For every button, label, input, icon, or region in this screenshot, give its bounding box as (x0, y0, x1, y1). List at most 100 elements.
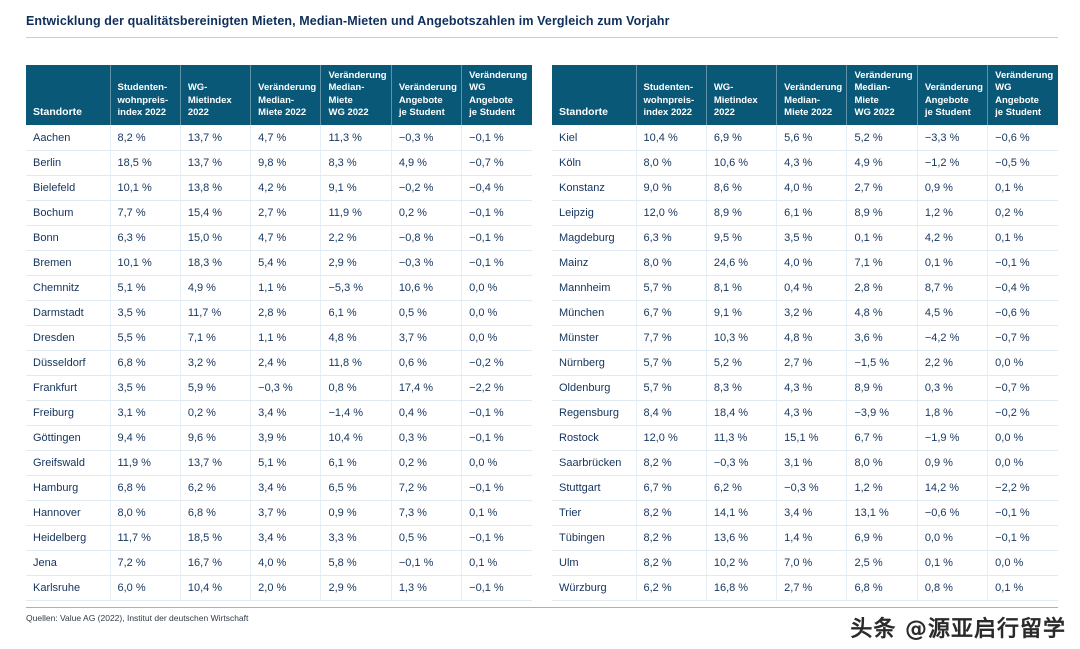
value-cell: 2,9 % (320, 575, 392, 601)
table-row: Regensburg 8,4 % 18,4 % 4,3 % −3,9 % 1,8 % −0,… (552, 400, 1058, 426)
value-cell: 10,2 % (706, 550, 778, 576)
value-cell: 3,1 % (110, 400, 181, 426)
table-row: Karlsruhe 6,0 % 10,4 % 2,0 % 2,9 % 1,3 % −0,1 … (26, 575, 532, 601)
table-row: Aachen 8,2 % 13,7 % 4,7 % 11,3 % −0,3 % −0,1 % (26, 125, 532, 151)
value-cell: 13,8 % (180, 175, 252, 201)
value-cell: 10,3 % (706, 325, 778, 351)
value-cell: −0,4 % (461, 175, 532, 201)
value-cell: 8,2 % (636, 550, 707, 576)
value-cell: 0,8 % (320, 375, 392, 401)
value-cell: 9,1 % (320, 175, 392, 201)
city-cell: Göttingen (26, 425, 111, 451)
value-cell: −0,3 % (391, 125, 463, 151)
table-row: Hannover 8,0 % 6,8 % 3,7 % 0,9 % 7,3 % 0,1 % (26, 500, 532, 526)
city-cell: Bochum (26, 200, 111, 226)
value-cell: 0,2 % (180, 400, 252, 426)
value-cell: −0,6 % (917, 500, 989, 526)
value-cell: 3,9 % (250, 425, 322, 451)
value-cell: 7,7 % (636, 325, 707, 351)
value-cell: −0,2 % (461, 350, 532, 376)
value-cell: 3,5 % (110, 300, 181, 326)
value-cell: 5,7 % (636, 275, 707, 301)
value-cell: 8,2 % (636, 500, 707, 526)
value-cell: 0,9 % (320, 500, 392, 526)
value-cell: 0,0 % (461, 300, 532, 326)
value-cell: 6,2 % (706, 475, 778, 501)
city-cell: Frankfurt (26, 375, 111, 401)
value-cell: −1,2 % (917, 150, 989, 176)
value-cell: 0,9 % (917, 175, 989, 201)
value-cell: 6,3 % (636, 225, 707, 251)
table-row: Freiburg 3,1 % 0,2 % 3,4 % −1,4 % 0,4 % −0,1 % (26, 400, 532, 426)
value-cell: 5,2 % (846, 125, 918, 151)
city-cell: Aachen (26, 125, 111, 151)
value-cell: 3,5 % (776, 225, 848, 251)
value-cell: 0,2 % (391, 200, 463, 226)
value-cell: 8,9 % (706, 200, 778, 226)
col-header: Veränderung WG Angebote je Student (461, 65, 532, 126)
value-cell: 0,1 % (846, 225, 918, 251)
city-cell: Dresden (26, 325, 111, 351)
value-cell: 13,1 % (846, 500, 918, 526)
value-cell: 0,0 % (987, 450, 1058, 476)
value-cell: 1,2 % (917, 200, 989, 226)
table-row: Münster 7,7 % 10,3 % 4,8 % 3,6 % −4,2 % −0,7 % (552, 325, 1058, 351)
table-row: Heidelberg 11,7 % 18,5 % 3,4 % 3,3 % 0,5 % −0,… (26, 525, 532, 551)
city-cell: Stuttgart (552, 475, 637, 501)
value-cell: 6,9 % (706, 125, 778, 151)
value-cell: −0,1 % (461, 125, 532, 151)
value-cell: 10,4 % (636, 125, 707, 151)
value-cell: 7,1 % (846, 250, 918, 276)
value-cell: 10,1 % (110, 250, 181, 276)
table-row: Greifswald 11,9 % 13,7 % 5,1 % 6,1 % 0,2 % 0,0… (26, 450, 532, 476)
value-cell: 11,3 % (706, 425, 778, 451)
value-cell: −0,7 % (987, 325, 1058, 351)
value-cell: 7,1 % (180, 325, 252, 351)
value-cell: 12,0 % (636, 200, 707, 226)
value-cell: 4,8 % (776, 325, 848, 351)
city-cell: Greifswald (26, 450, 111, 476)
value-cell: 6,2 % (180, 475, 252, 501)
value-cell: −4,2 % (917, 325, 989, 351)
city-cell: Leipzig (552, 200, 637, 226)
value-cell: 3,5 % (110, 375, 181, 401)
value-cell: 4,3 % (776, 150, 848, 176)
value-cell: 2,2 % (917, 350, 989, 376)
value-cell: 3,4 % (776, 500, 848, 526)
value-cell: 2,8 % (846, 275, 918, 301)
value-cell: −0,1 % (461, 575, 532, 601)
value-cell: 9,6 % (180, 425, 252, 451)
value-cell: 4,9 % (391, 150, 463, 176)
tables-row: Standorte Studenten- wohnpreis- index 202… (26, 65, 1058, 601)
city-cell: Karlsruhe (26, 575, 111, 601)
value-cell: 16,7 % (180, 550, 252, 576)
value-cell: 3,7 % (391, 325, 463, 351)
value-cell: 4,2 % (250, 175, 322, 201)
value-cell: 0,4 % (776, 275, 848, 301)
value-cell: 11,9 % (110, 450, 181, 476)
value-cell: 7,3 % (391, 500, 463, 526)
col-header: Veränderung Median- Miete 2022 (250, 65, 322, 126)
value-cell: 8,0 % (636, 250, 707, 276)
table-row: Göttingen 9,4 % 9,6 % 3,9 % 10,4 % 0,3 % −0,1 … (26, 425, 532, 451)
col-header: WG- Mietindex 2022 (180, 65, 252, 126)
value-cell: −5,3 % (320, 275, 392, 301)
value-cell: 4,8 % (846, 300, 918, 326)
value-cell: 8,4 % (636, 400, 707, 426)
value-cell: 6,1 % (320, 450, 392, 476)
col-header: Veränderung Median-Miete WG 2022 (320, 65, 392, 126)
value-cell: −2,2 % (987, 475, 1058, 501)
value-cell: 6,8 % (846, 575, 918, 601)
value-cell: 3,2 % (776, 300, 848, 326)
city-cell: Darmstadt (26, 300, 111, 326)
city-cell: Würzburg (552, 575, 637, 601)
value-cell: 10,6 % (706, 150, 778, 176)
value-cell: 13,6 % (706, 525, 778, 551)
value-cell: 8,0 % (636, 150, 707, 176)
value-cell: 4,3 % (776, 400, 848, 426)
value-cell: 5,1 % (110, 275, 181, 301)
value-cell: −0,6 % (987, 300, 1058, 326)
value-cell: 7,2 % (110, 550, 181, 576)
value-cell: 0,3 % (391, 425, 463, 451)
table-row: Darmstadt 3,5 % 11,7 % 2,8 % 6,1 % 0,5 % 0,0 % (26, 300, 532, 326)
